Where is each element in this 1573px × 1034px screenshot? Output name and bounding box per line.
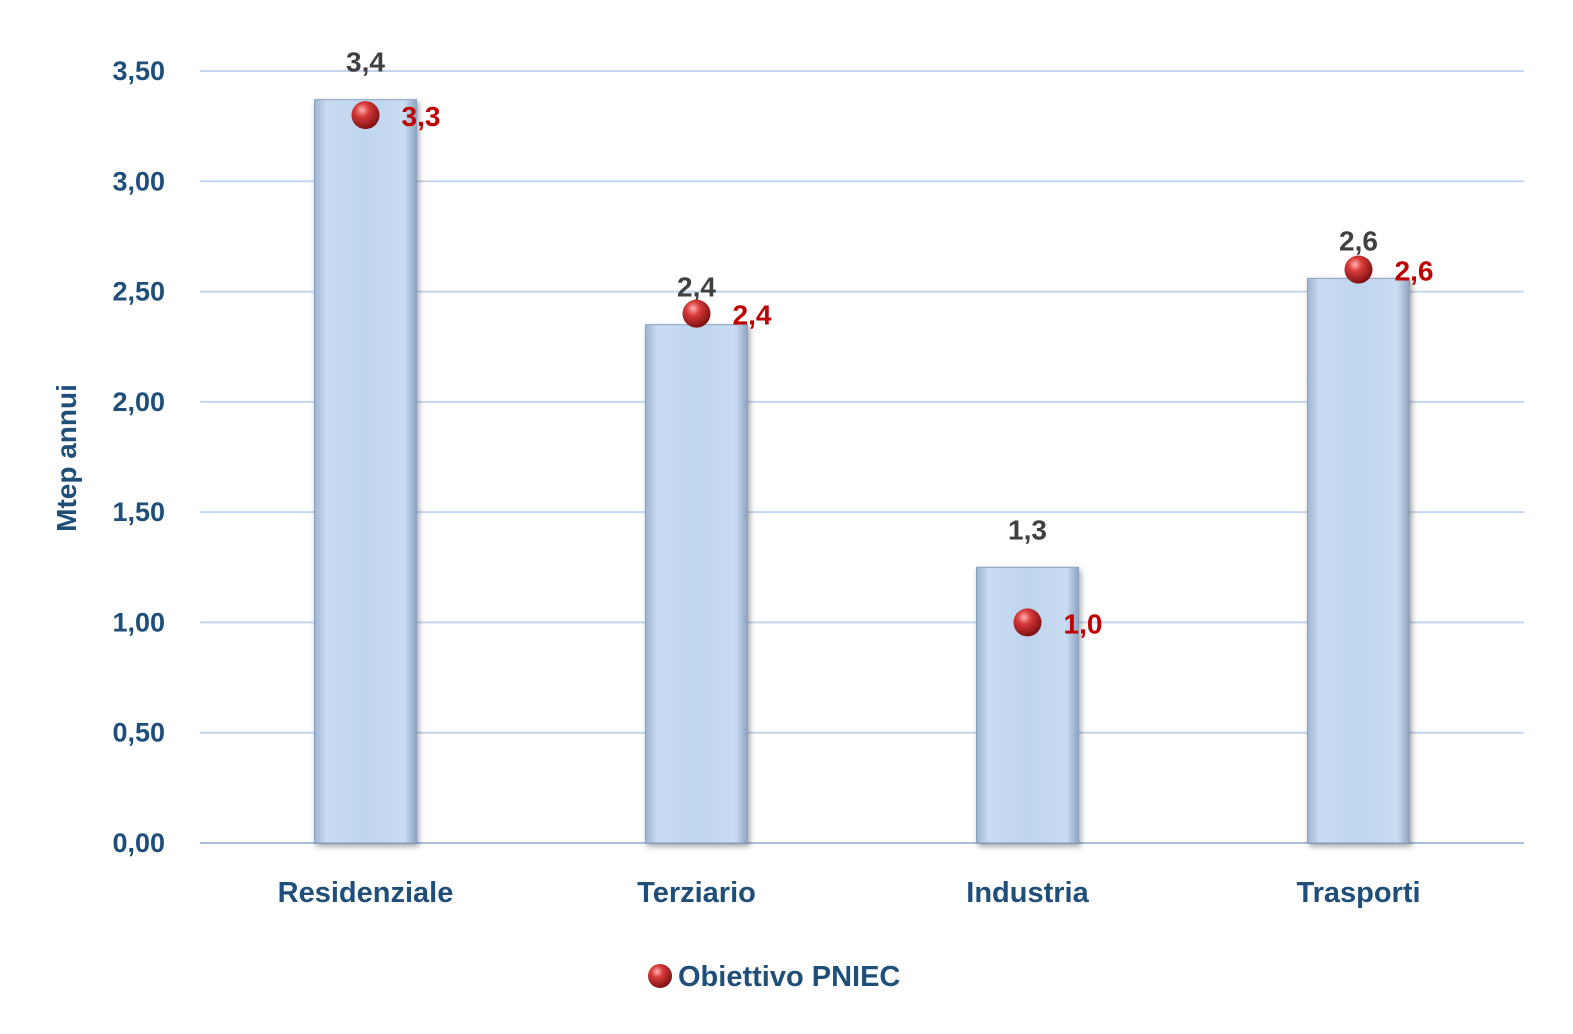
pniec-point: [682, 299, 711, 328]
y-tick-label: 2,50: [112, 277, 165, 307]
category-label: Industria: [966, 877, 1089, 909]
pniec-point: [351, 101, 380, 130]
y-axis-label: Mtep annui: [51, 384, 82, 532]
bar-value-label: 3,4: [346, 47, 385, 78]
pniec-point-labels: 3,3 2,4 1,0 2,6: [402, 101, 1434, 639]
x-axis-categories: Residenziale Terziario Industria Trasporti: [278, 877, 1421, 909]
pniec-point-label: 3,3: [402, 101, 441, 132]
legend-label: Obiettivo PNIEC: [678, 961, 900, 993]
legend: Obiettivo PNIEC: [648, 961, 900, 993]
pniec-point: [1344, 255, 1373, 284]
pniec-point-label: 1,0: [1064, 608, 1103, 639]
y-tick-label: 2,00: [112, 387, 165, 417]
category-label: Trasporti: [1296, 877, 1420, 909]
bar: [1307, 277, 1410, 844]
y-axis-ticks: 0,00 0,50 1,00 1,50 2,00 2,50 3,00 3,50: [112, 56, 165, 858]
legend-marker-icon: [648, 964, 672, 988]
bar-value-label: 2,6: [1339, 225, 1378, 256]
pniec-points: [351, 101, 1373, 637]
pniec-point: [1013, 608, 1042, 637]
y-tick-label: 0,00: [112, 828, 165, 858]
pniec-point-label: 2,4: [733, 300, 772, 331]
bar-value-label: 2,4: [677, 272, 716, 303]
y-tick-label: 1,00: [112, 607, 165, 637]
bar-value-labels: 3,4 2,4 1,3 2,6: [346, 47, 1378, 546]
gridlines: [200, 70, 1524, 844]
y-tick-label: 1,50: [112, 497, 165, 527]
bar: [314, 99, 417, 844]
pniec-point-label: 2,6: [1395, 256, 1434, 287]
y-tick-label: 0,50: [112, 718, 165, 748]
bar-value-label: 1,3: [1008, 514, 1047, 545]
bars: [314, 99, 1410, 844]
bar: [645, 324, 748, 844]
y-tick-label: 3,50: [112, 56, 165, 86]
category-label: Residenziale: [278, 877, 454, 909]
y-tick-label: 3,00: [112, 166, 165, 196]
category-label: Terziario: [637, 877, 756, 909]
